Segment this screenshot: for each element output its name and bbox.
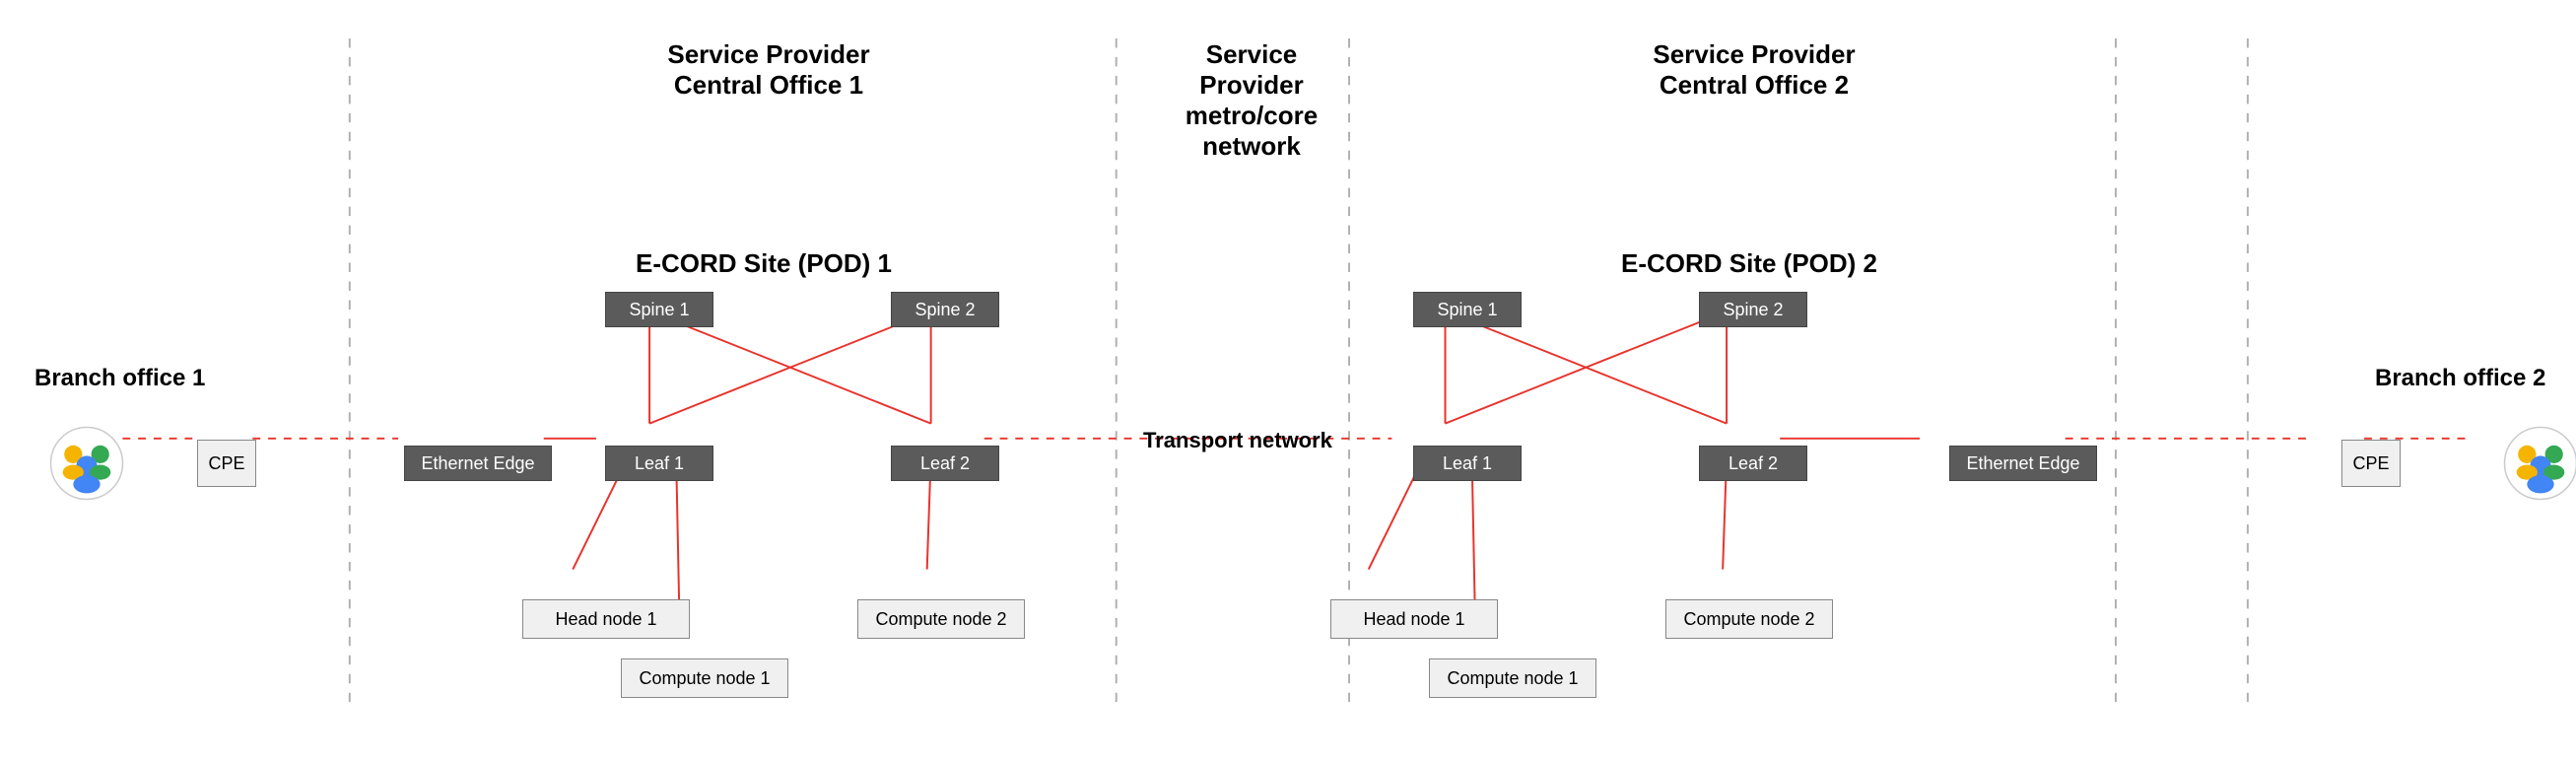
header-co2: Service Provider Central Office 2 xyxy=(1587,39,1922,101)
users-icon-right xyxy=(2503,426,2576,501)
users-icon-left xyxy=(49,426,124,501)
pod1-spine2: Spine 2 xyxy=(891,292,999,327)
ethernet-edge-1: Ethernet Edge xyxy=(404,446,552,481)
pod1-leaf1: Leaf 1 xyxy=(605,446,713,481)
cpe-box-left: CPE xyxy=(197,440,256,487)
pod2-head-node-1: Head node 1 xyxy=(1330,599,1498,639)
site-title-pod1: E-CORD Site (POD) 1 xyxy=(591,248,936,279)
ethernet-edge-2: Ethernet Edge xyxy=(1949,446,2097,481)
transport-network-label: Transport network xyxy=(1143,428,1332,453)
branch-office-1-label: Branch office 1 xyxy=(34,365,205,392)
pod2-leaf2: Leaf 2 xyxy=(1699,446,1807,481)
branch-office-2-label: Branch office 2 xyxy=(2375,365,2545,392)
diagram-root: Service Provider Central Office 1 Servic… xyxy=(20,20,2556,741)
cpe-box-right: CPE xyxy=(2341,440,2401,487)
pod2-leaf1: Leaf 1 xyxy=(1413,446,1522,481)
pod1-compute-node-1: Compute node 1 xyxy=(621,658,788,698)
pod1-compute-node-2: Compute node 2 xyxy=(857,599,1025,639)
pod2-compute-node-2: Compute node 2 xyxy=(1665,599,1833,639)
header-co1: Service Provider Central Office 1 xyxy=(601,39,936,101)
pod2-spine2: Spine 2 xyxy=(1699,292,1807,327)
pod1-spine1: Spine 1 xyxy=(605,292,713,327)
header-metro: Service Provider metro/core network xyxy=(1163,39,1340,162)
site-title-pod2: E-CORD Site (POD) 2 xyxy=(1577,248,1922,279)
pod1-leaf2: Leaf 2 xyxy=(891,446,999,481)
pod2-compute-node-1: Compute node 1 xyxy=(1429,658,1596,698)
pod2-spine1: Spine 1 xyxy=(1413,292,1522,327)
pod1-head-node-1: Head node 1 xyxy=(522,599,690,639)
